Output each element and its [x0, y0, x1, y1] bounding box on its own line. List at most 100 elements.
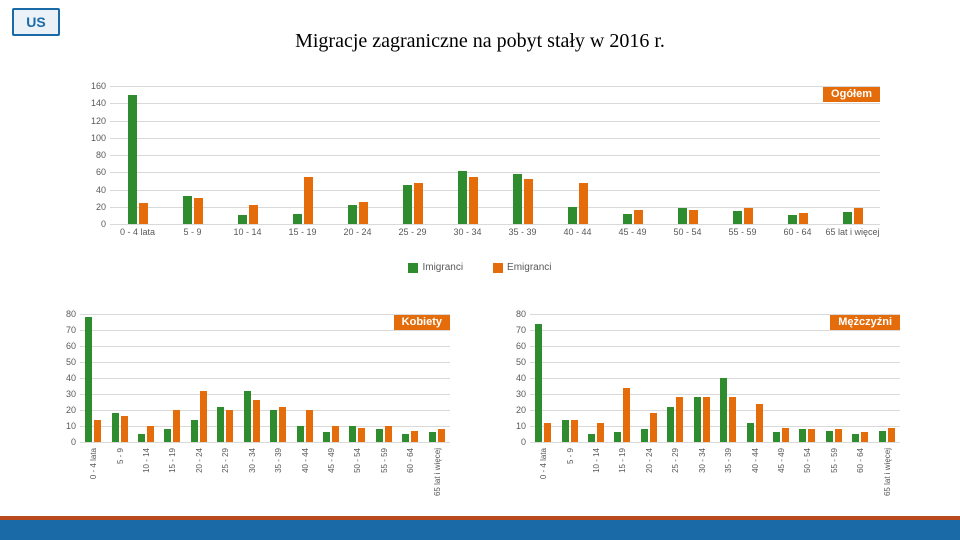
bar-group: 40 - 44: [741, 404, 767, 442]
bar-group: 25 - 29: [212, 407, 238, 442]
bar-emigranci: [249, 205, 258, 224]
category-label: 35 - 39: [724, 448, 733, 473]
category-label: 40 - 44: [751, 448, 760, 473]
y-tick-label: 10: [42, 421, 76, 431]
bar-imigranci: [244, 391, 251, 442]
bar-group: 0 - 4 lata: [80, 317, 106, 442]
y-tick-label: 30: [42, 389, 76, 399]
bar-emigranci: [173, 410, 180, 442]
logo-text: US: [26, 14, 45, 30]
bar-imigranci: [349, 426, 356, 442]
y-tick-label: 50: [42, 357, 76, 367]
chart-men: Mężczyźni010203040506070800 - 4 lata5 - …: [490, 300, 910, 490]
bar-imigranci: [843, 212, 852, 224]
y-tick-label: 160: [72, 81, 106, 91]
bar-emigranci: [194, 198, 203, 224]
y-tick-label: 60: [72, 167, 106, 177]
category-label: 20 - 24: [343, 224, 371, 237]
bar-emigranci: [544, 423, 551, 442]
bar-group: 45 - 49: [605, 210, 660, 224]
bar-emigranci: [304, 177, 313, 224]
bar-group: 30 - 34: [440, 171, 495, 224]
bar-imigranci: [513, 174, 522, 224]
y-tick-label: 80: [72, 150, 106, 160]
bar-group: 0 - 4 lata: [530, 324, 556, 442]
bar-group: 5 - 9: [556, 420, 582, 442]
bar-group: 10 - 14: [220, 205, 275, 224]
bar-imigranci: [270, 410, 277, 442]
bar-group: 60 - 64: [770, 213, 825, 224]
bar-emigranci: [689, 210, 698, 224]
y-tick-label: 70: [42, 325, 76, 335]
bar-group: 5 - 9: [165, 196, 220, 224]
bar-emigranci: [411, 431, 418, 442]
gridline: [80, 442, 450, 443]
bar-group: 10 - 14: [583, 423, 609, 442]
bar-emigranci: [808, 429, 815, 442]
gridline: [530, 442, 900, 443]
bar-imigranci: [112, 413, 119, 442]
category-label: 45 - 49: [618, 224, 646, 237]
bar-imigranci: [720, 378, 727, 442]
bar-emigranci: [650, 413, 657, 442]
bar-group: 50 - 54: [344, 426, 370, 442]
bar-imigranci: [128, 95, 137, 224]
y-tick-label: 70: [492, 325, 526, 335]
bar-group: 20 - 24: [186, 391, 212, 442]
y-tick-label: 30: [492, 389, 526, 399]
bottom-band: [0, 520, 960, 540]
bar-imigranci: [217, 407, 224, 442]
category-label: 65 lat i więcej: [433, 448, 442, 496]
bar-group: 40 - 44: [291, 410, 317, 442]
bar-imigranci: [747, 423, 754, 442]
category-label: 60 - 64: [783, 224, 811, 237]
bar-imigranci: [773, 432, 780, 442]
category-label: 0 - 4 lata: [120, 224, 155, 237]
category-label: 30 - 34: [248, 448, 257, 473]
bar-imigranci: [694, 397, 701, 442]
y-tick-label: 40: [492, 373, 526, 383]
bar-emigranci: [623, 388, 630, 442]
category-label: 20 - 24: [645, 448, 654, 473]
category-label: 15 - 19: [618, 448, 627, 473]
category-label: 35 - 39: [508, 224, 536, 237]
bar-emigranci: [676, 397, 683, 442]
bar-emigranci: [703, 397, 710, 442]
bar-group: 65 lat i więcej: [825, 208, 880, 224]
bar-emigranci: [306, 410, 313, 442]
bar-group: 65 lat i więcej: [423, 429, 449, 442]
category-label: 10 - 14: [592, 448, 601, 473]
bar-emigranci: [332, 426, 339, 442]
page-title: Migracje zagraniczne na pobyt stały w 20…: [0, 0, 960, 53]
bar-emigranci: [200, 391, 207, 442]
bar-emigranci: [799, 213, 808, 224]
bar-emigranci: [888, 428, 895, 442]
y-tick-label: 20: [42, 405, 76, 415]
category-label: 65 lat i więcej: [883, 448, 892, 496]
bar-group: 50 - 54: [794, 429, 820, 442]
y-tick-label: 80: [492, 309, 526, 319]
category-label: 25 - 29: [221, 448, 230, 473]
bar-imigranci: [323, 432, 330, 442]
category-label: 55 - 59: [380, 448, 389, 473]
y-tick-label: 0: [72, 219, 106, 229]
bar-imigranci: [535, 324, 542, 442]
bar-group: 15 - 19: [609, 388, 635, 442]
bar-emigranci: [782, 428, 789, 442]
category-label: 0 - 4 lata: [89, 448, 98, 479]
bar-emigranci: [94, 420, 101, 442]
bar-imigranci: [799, 429, 806, 442]
category-label: 25 - 29: [671, 448, 680, 473]
bar-emigranci: [358, 428, 365, 442]
bar-imigranci: [667, 407, 674, 442]
bar-group: 20 - 24: [636, 413, 662, 442]
bar-emigranci: [139, 203, 148, 224]
bar-group: 35 - 39: [715, 378, 741, 442]
category-label: 40 - 44: [301, 448, 310, 473]
bar-group: 5 - 9: [106, 413, 132, 442]
bar-group: 45 - 49: [318, 426, 344, 442]
bar-imigranci: [348, 205, 357, 224]
bar-group: 65 lat i więcej: [873, 428, 899, 442]
legend-item-imigranci: Imigranci: [408, 262, 463, 273]
category-label: 55 - 59: [728, 224, 756, 237]
